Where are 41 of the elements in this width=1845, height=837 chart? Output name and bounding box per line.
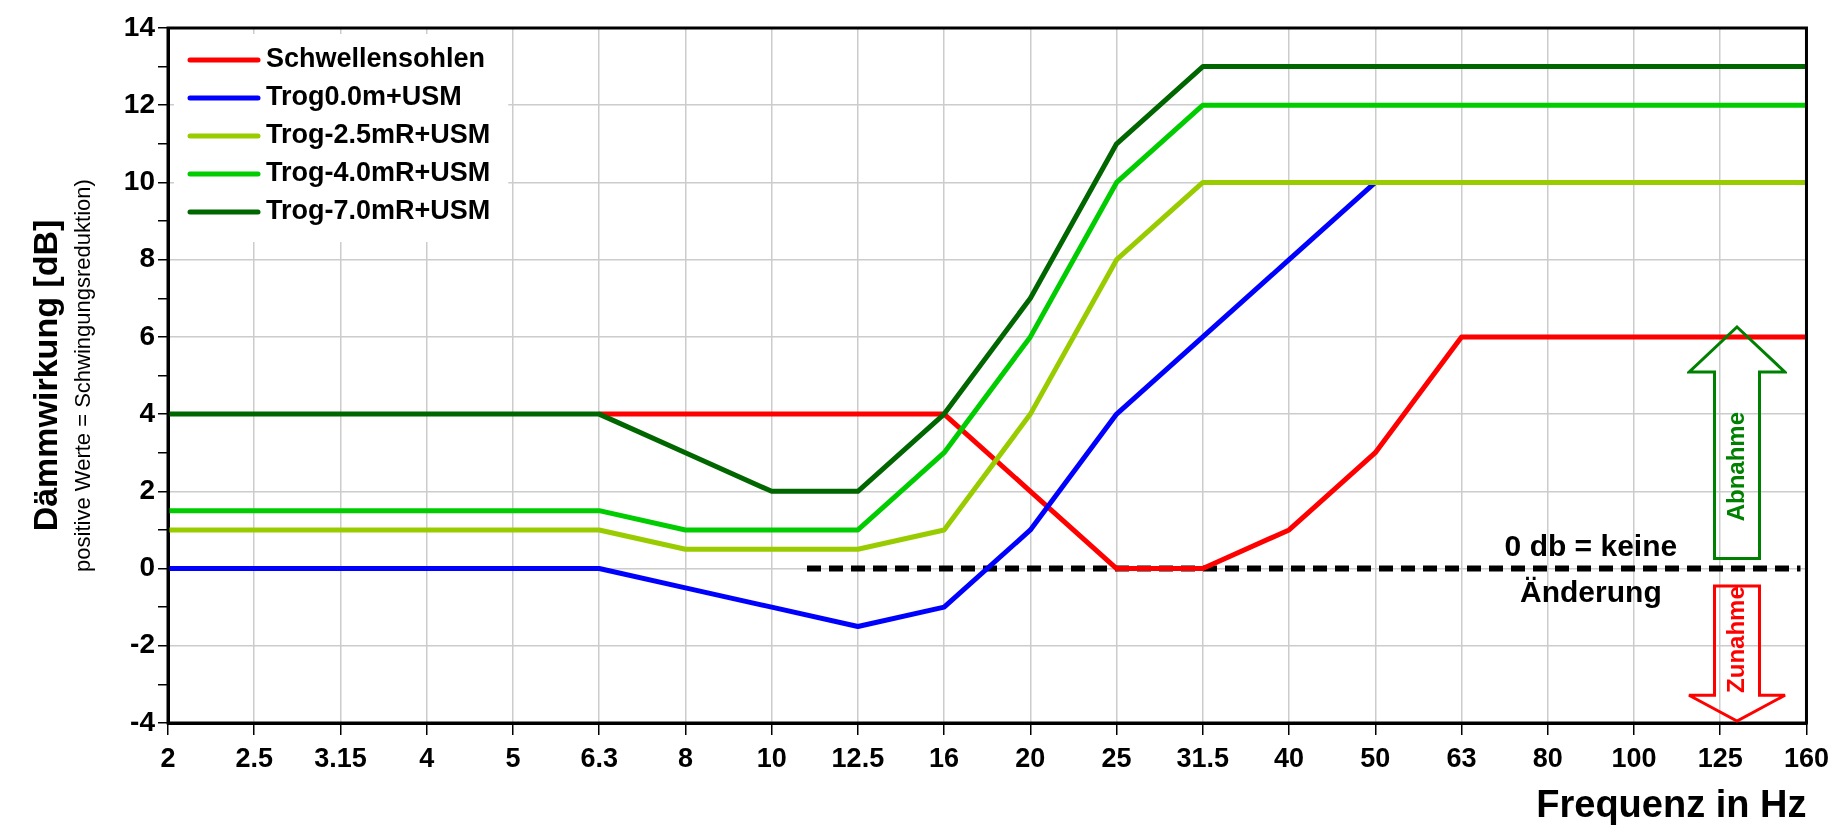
x-tick-label: 125 [1697,742,1743,773]
legend-label: Trog-2.5mR+USM [266,119,491,150]
x-tick-label: 2.5 [235,742,274,773]
legend-label: Trog0.0m+USM [266,81,462,112]
x-tick-label: 2 [160,742,176,773]
x-tick-label: 3.15 [314,742,367,773]
y-tick-label: 2 [139,474,155,506]
y-tick-label: 4 [139,396,156,428]
x-tick-label: 5 [505,742,521,773]
x-tick-label: 10 [756,742,787,773]
annotation: Zunahme [1722,586,1750,693]
x-tick-label: 31.5 [1176,742,1230,773]
x-tick-label: 12.5 [831,742,885,773]
x-tick-label: 80 [1532,742,1563,773]
y-tick-label: 10 [123,165,155,197]
x-tick-label: 25 [1101,742,1132,773]
text: positive Werte = Schwingungsreduktion) [70,179,96,572]
x-tick-label: 16 [929,742,960,773]
x-tick-label: 100 [1611,742,1657,773]
y-tick-label: -4 [130,705,156,737]
y-tick-label: -2 [130,628,155,660]
legend-label: Schwellensohlen [266,43,486,74]
x-tick-label: 8 [677,742,693,773]
x-axis-title: Frequenz in Hz [1536,782,1807,825]
x-tick-label: 40 [1274,742,1305,773]
y-axis-title: Dämmwirkung [dB] [26,219,65,532]
x-tick-label: 63 [1446,742,1477,773]
y-tick-label: 8 [139,242,155,274]
ref-line-label: 0 db = keine Änderung [1504,528,1678,608]
x-tick-label: 20 [1015,742,1046,773]
y-tick-label: 12 [123,87,155,119]
legend-label: Trog-7.0mR+USM [266,195,491,226]
x-tick-label: 6.3 [580,742,618,773]
legend-label: Trog-4.0mR+USM [266,157,491,188]
y-tick-label: 0 [139,551,155,583]
y-tick-label: 14 [123,10,156,42]
x-tick-label: 4 [419,742,435,773]
annotation: Abnahme [1722,411,1750,522]
y-tick-label: 6 [139,319,155,351]
x-tick-label: 160 [1783,742,1830,773]
x-tick-label: 50 [1360,742,1391,773]
